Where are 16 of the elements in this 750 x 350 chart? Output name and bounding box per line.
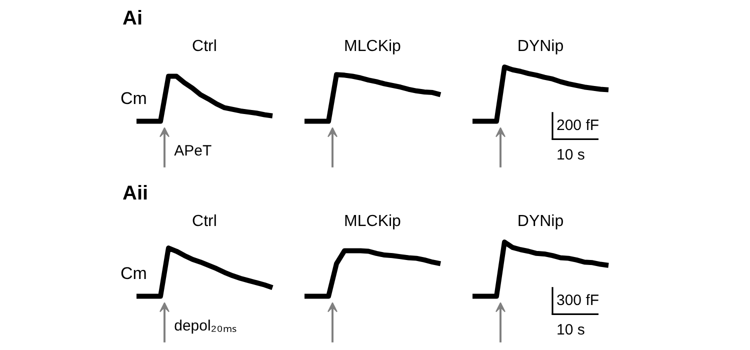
text: 10 s	[556, 321, 585, 338]
series-label: MLCKip	[344, 38, 402, 55]
series-label: MLCKip	[344, 212, 402, 230]
series-label: Ctrl	[192, 212, 217, 230]
chart-title: Aii	[122, 182, 148, 204]
annotation: 300 fF	[556, 292, 600, 310]
y-axis-title: Cm	[120, 88, 147, 108]
text: 10 s	[556, 146, 585, 164]
text: APeT	[174, 142, 212, 160]
series-label: Ctrl	[192, 38, 217, 55]
y-axis-title: Cm	[120, 264, 147, 283]
text: depol₂₀ₘₛ	[174, 318, 237, 335]
series-label: DYNip	[517, 212, 564, 230]
annotation: 200 fF	[556, 117, 600, 134]
chart-title: Ai	[122, 8, 142, 30]
series-label: DYNip	[517, 38, 564, 55]
